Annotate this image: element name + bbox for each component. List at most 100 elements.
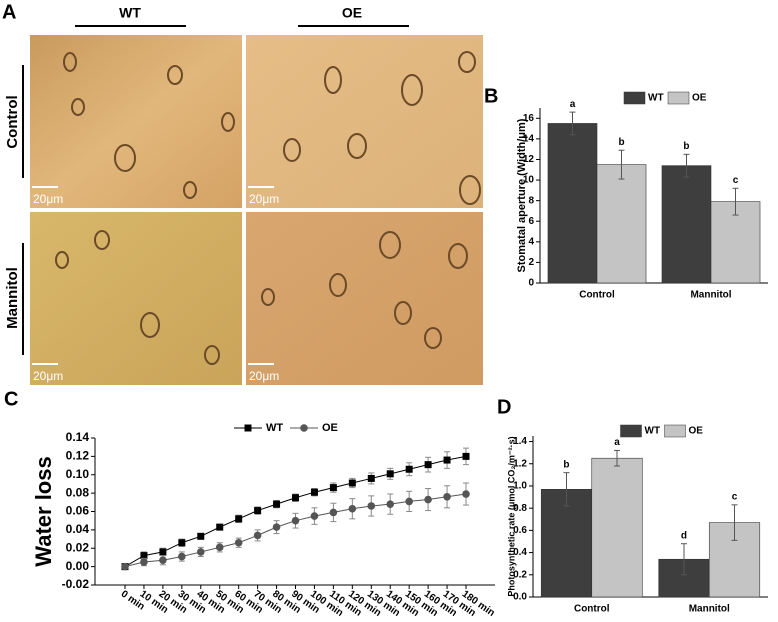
point	[292, 494, 299, 502]
y-tick-label: 12	[523, 154, 535, 165]
point	[235, 515, 243, 523]
y-axis-label: Water loss	[31, 456, 56, 566]
column-label: WT	[119, 5, 141, 21]
y-tick-label: 0.00	[66, 559, 90, 573]
y-tick-label: 0.04	[66, 522, 90, 536]
panel-label: C	[4, 388, 18, 410]
y-tick-label: 0.8	[513, 503, 527, 514]
y-tick-label: 8	[528, 195, 534, 206]
point	[197, 532, 205, 540]
point	[310, 488, 318, 496]
micrograph	[30, 35, 242, 208]
y-tick-label: 10	[523, 175, 535, 186]
point	[462, 452, 470, 460]
y-tick-label: 0.2	[513, 569, 527, 580]
y-tick-label: 1.0	[513, 481, 527, 492]
point	[367, 474, 375, 482]
significance-letter: c	[733, 175, 739, 186]
y-tick-label: 14	[523, 134, 535, 145]
y-tick-label: 16	[523, 113, 535, 124]
point	[215, 543, 224, 552]
x-tick-label: Control	[574, 604, 610, 615]
point	[196, 548, 205, 556]
micrograph	[30, 212, 242, 385]
x-tick-label: Control	[579, 290, 615, 301]
significance-letter: b	[683, 141, 689, 152]
y-tick-label: 2	[528, 257, 534, 268]
point	[443, 456, 451, 464]
point	[273, 500, 281, 508]
point	[329, 508, 338, 517]
y-tick-label: 0.06	[66, 504, 90, 518]
row-label: Mannitol	[4, 267, 21, 329]
series-line	[124, 455, 467, 568]
y-tick-label: 4	[528, 236, 534, 247]
x-tick-label: Mannitol	[690, 290, 731, 301]
y-tick-label: 0.10	[66, 467, 90, 481]
point	[424, 495, 432, 504]
legend-label: OE	[692, 93, 707, 104]
legend-label: WT	[645, 426, 661, 437]
x-tick-label: Mannitol	[689, 604, 730, 615]
point	[253, 531, 262, 540]
y-tick-label: 0.0	[513, 592, 527, 603]
bar	[540, 488, 593, 598]
legend-marker	[300, 424, 308, 432]
point	[178, 539, 186, 547]
point	[367, 502, 376, 510]
point	[216, 523, 224, 531]
bar	[661, 165, 712, 284]
y-axis-label: Stomatal aperture (Width/μm)	[516, 118, 528, 272]
legend-label: OE	[322, 422, 338, 434]
y-tick-label: 0.6	[513, 525, 527, 536]
point	[443, 493, 451, 501]
significance-letter: d	[681, 530, 687, 541]
row-label: Control	[4, 95, 21, 148]
point	[159, 548, 167, 556]
micrograph	[246, 212, 483, 385]
scale-bar-label: 20μm	[249, 192, 279, 206]
legend-marker	[244, 424, 252, 432]
y-tick-label: 0.08	[66, 485, 90, 499]
legend-label: WT	[266, 422, 283, 434]
point	[348, 504, 357, 513]
stomata	[55, 51, 481, 365]
point	[424, 461, 432, 469]
significance-letter: b	[618, 137, 624, 148]
panel-label: D	[497, 396, 511, 418]
column-label: OE	[342, 5, 362, 21]
point	[291, 516, 300, 525]
significance-letter: b	[563, 459, 569, 470]
y-tick-label: -0.02	[62, 577, 90, 591]
point	[462, 490, 470, 498]
y-tick-label: 0.02	[66, 540, 90, 554]
series-line	[124, 493, 467, 568]
legend-label: OE	[689, 426, 704, 437]
bar	[547, 123, 598, 284]
scale-bar-label: 20μm	[33, 192, 63, 206]
point	[310, 512, 319, 520]
point	[405, 465, 413, 473]
scale-bar-label: 20μm	[249, 369, 279, 383]
point	[159, 556, 167, 564]
y-tick-label: 6	[528, 216, 534, 227]
point	[178, 552, 186, 561]
legend-label: WT	[648, 93, 664, 104]
y-tick-label: 0.12	[66, 449, 90, 463]
legend-swatch	[667, 91, 690, 105]
legend-swatch	[623, 91, 646, 105]
panel-label: A	[2, 1, 16, 23]
point	[272, 523, 281, 531]
y-tick-label: 1.4	[513, 436, 527, 447]
y-axis-label: Photosynthetic rate (μmol CO₂/m⁻²·s)	[506, 436, 516, 596]
bar	[596, 164, 647, 284]
point	[121, 562, 129, 571]
y-tick-label: 1.2	[513, 458, 527, 469]
point	[329, 484, 337, 492]
significance-letter: a	[614, 437, 620, 448]
point	[405, 497, 413, 506]
significance-letter: c	[732, 491, 738, 502]
point	[386, 470, 394, 478]
bar	[591, 457, 643, 598]
